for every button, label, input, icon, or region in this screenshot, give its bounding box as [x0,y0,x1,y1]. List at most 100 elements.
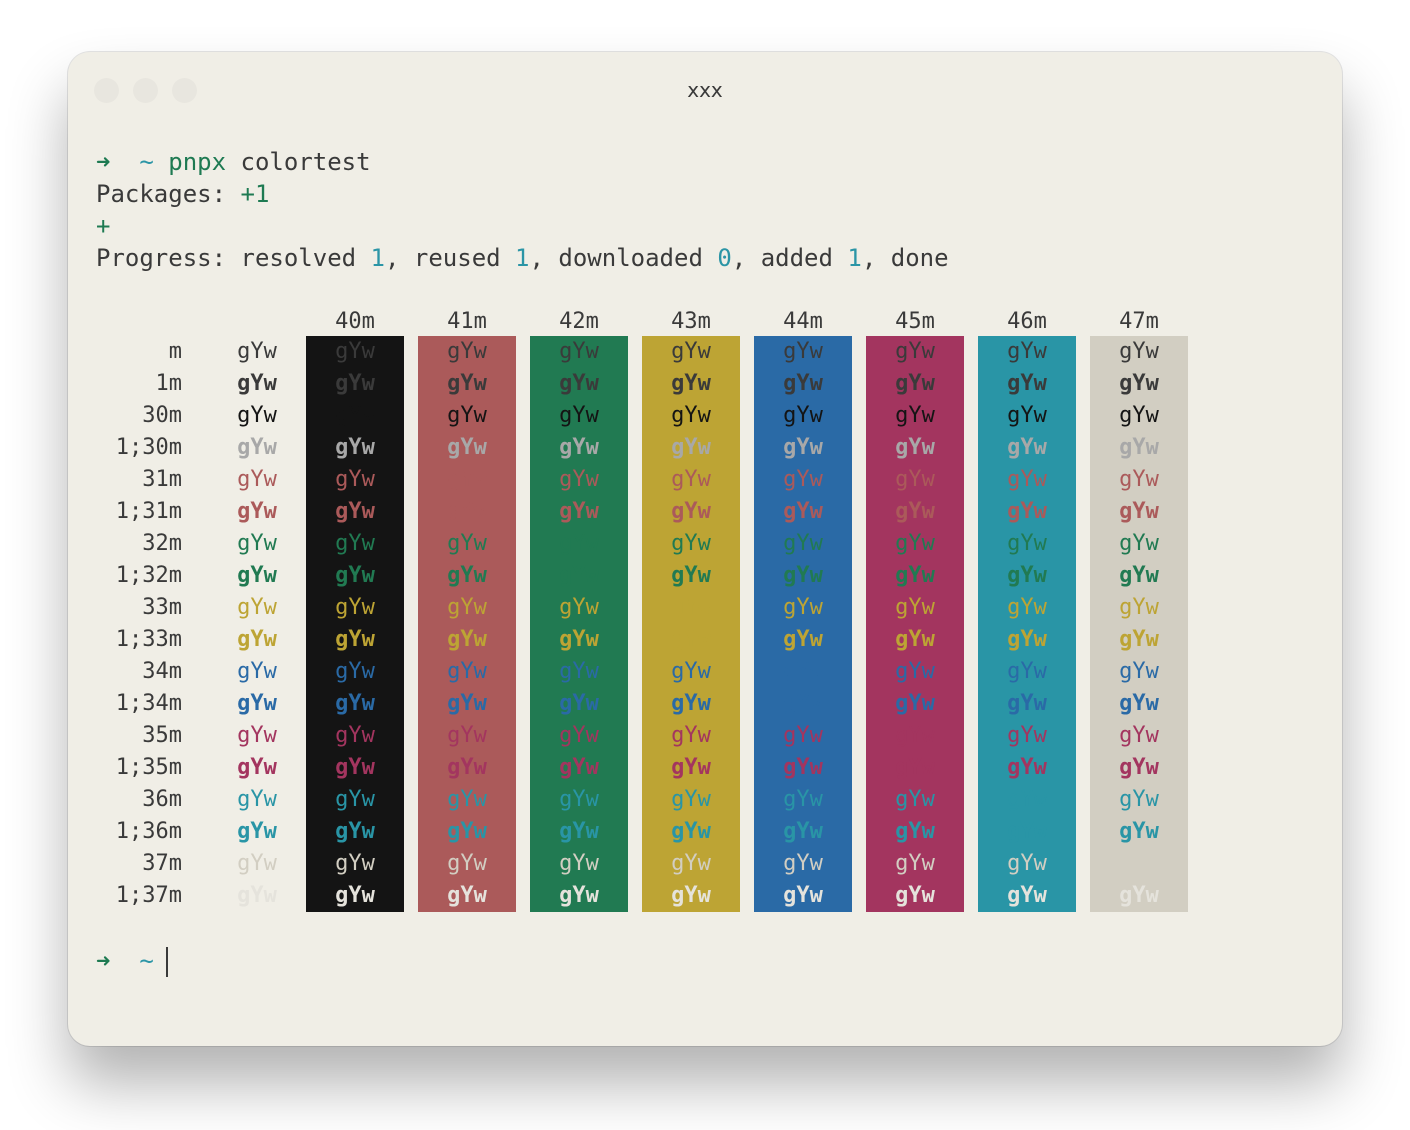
sample-cell: gYw [783,659,823,684]
sample-cell: gYw [1007,371,1047,396]
sample-cell: gYw [237,339,277,364]
fg-row-label: 1;37m [115,883,182,908]
fg-row-label: 36m [142,787,182,812]
sample-cell: gYw [447,883,487,908]
sample-cell: gYw [447,755,487,780]
packages-label: Packages: [96,180,241,208]
bg-column-header: 40m [335,309,375,334]
minimize-button[interactable] [133,78,158,103]
sample-cell: gYw [783,563,823,588]
sample-cell: gYw [447,691,487,716]
window-controls [94,78,197,103]
sample-cell: gYw [671,563,711,588]
sample-cell: gYw [783,723,823,748]
prompt-line[interactable]: ➜ ~ [96,945,168,977]
sample-cell: gYw [1007,787,1047,812]
sample-cell: gYw [783,531,823,556]
packages-line: Packages: +1 [96,178,269,210]
sample-cell: gYw [895,435,935,460]
bg-column-header: 45m [895,309,935,334]
sample-cell: gYw [237,851,277,876]
sample-cell: gYw [783,339,823,364]
sample-cell: gYw [671,691,711,716]
progress-resolved: 1 [370,244,385,272]
sample-cell: gYw [1119,723,1159,748]
sample-cell: gYw [335,723,375,748]
sample-cell: gYw [237,499,277,524]
fg-row-label: 34m [142,659,182,684]
fg-row-label: 32m [142,531,182,556]
sample-cell: gYw [559,819,599,844]
sample-cell: gYw [1119,851,1159,876]
sample-cell: gYw [895,819,935,844]
bg-swatch [1090,336,1188,912]
sample-cell: gYw [895,787,935,812]
sample-cell: gYw [1119,371,1159,396]
sample-cell: gYw [1007,851,1047,876]
sample-cell: gYw [335,851,375,876]
fg-row-label: 1;36m [115,819,182,844]
sample-cell: gYw [671,659,711,684]
sample-cell: gYw [237,403,277,428]
sample-cell: gYw [783,883,823,908]
sample-cell: gYw [783,819,823,844]
sample-cell: gYw [559,563,599,588]
sample-cell: gYw [335,819,375,844]
sample-cell: gYw [1007,755,1047,780]
sample-cell: gYw [1119,691,1159,716]
bg-swatch [306,336,404,912]
sample-cell: gYw [335,499,375,524]
sample-cell: gYw [671,435,711,460]
fg-row-label: m [168,339,182,364]
sample-cell: gYw [447,531,487,556]
sample-cell: gYw [1007,723,1047,748]
sample-cell: gYw [237,883,277,908]
sample-cell: gYw [559,435,599,460]
sample-cell: gYw [895,563,935,588]
sample-cell: gYw [895,883,935,908]
sample-cell: gYw [1119,563,1159,588]
progress-added: 1 [847,244,862,272]
sample-cell: gYw [237,691,277,716]
bg-swatch [530,336,628,912]
terminal-window: xxx ➜ ~ pnpx colortest Packages: +1 + Pr… [68,52,1342,1046]
sample-cell: gYw [895,755,935,780]
sample-cell: gYw [895,339,935,364]
progress-reused-label: , reused [385,244,516,272]
sample-cell: gYw [335,467,375,492]
sample-cell: gYw [335,403,375,428]
sample-cell: gYw [447,499,487,524]
sample-cell: gYw [671,499,711,524]
sample-cell: gYw [335,563,375,588]
sample-cell: gYw [559,755,599,780]
fg-row-label: 37m [142,851,182,876]
sample-cell: gYw [447,339,487,364]
sample-cell: gYw [335,659,375,684]
zoom-button[interactable] [172,78,197,103]
sample-cell: gYw [335,531,375,556]
sample-cell: gYw [559,723,599,748]
sample-cell: gYw [671,723,711,748]
progress-done-label: , done [861,244,949,272]
sample-cell: gYw [783,755,823,780]
sample-cell: gYw [783,435,823,460]
sample-cell: gYw [447,627,487,652]
close-button[interactable] [94,78,119,103]
fg-row-label: 1;32m [115,563,182,588]
command-binary: pnpx [168,148,227,176]
sample-cell: gYw [335,371,375,396]
prompt-cwd: ~ [139,148,154,176]
sample-cell: gYw [895,659,935,684]
sample-cell: gYw [237,595,277,620]
sample-cell: gYw [559,851,599,876]
sample-cell: gYw [447,467,487,492]
window-title: xxx [687,78,723,102]
sample-cell: gYw [237,755,277,780]
progress-downloaded: 0 [717,244,732,272]
plus-line: + [96,212,111,240]
sample-cell: gYw [335,691,375,716]
sample-cell: gYw [447,595,487,620]
fg-row-label: 33m [142,595,182,620]
sample-cell: gYw [559,403,599,428]
bg-column-header: 43m [671,309,711,334]
